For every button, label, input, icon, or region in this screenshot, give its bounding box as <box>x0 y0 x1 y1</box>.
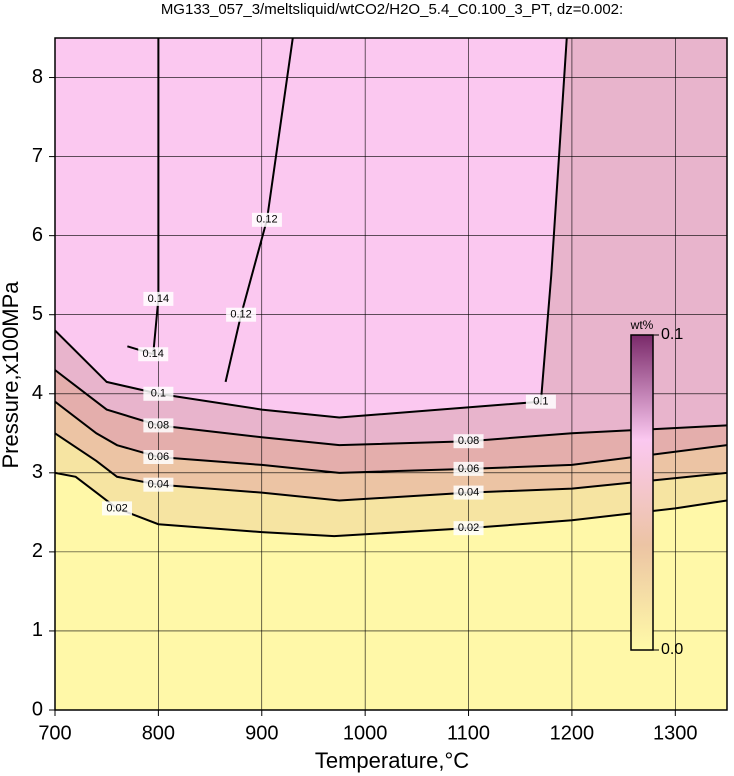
contour-label: 0.04 <box>148 479 169 491</box>
contour-label-bg <box>251 212 282 227</box>
x-tick-label: 800 <box>142 722 175 744</box>
contour-label: 0.06 <box>458 463 479 475</box>
contour-label-bg <box>453 434 484 449</box>
contour-label: 0.02 <box>106 502 127 514</box>
y-tick-label: 1 <box>32 619 43 641</box>
x-tick-label: 700 <box>38 722 71 744</box>
x-tick-label: 1200 <box>550 722 595 744</box>
y-tick-label: 5 <box>32 303 43 325</box>
contour-label: 0.1 <box>151 388 166 400</box>
y-tick-label: 7 <box>32 145 43 167</box>
y-tick-label: 8 <box>32 66 43 88</box>
contour-label: 0.12 <box>230 309 251 321</box>
contour-label-bg <box>143 386 174 401</box>
contour-line <box>55 369 727 447</box>
contour-label-bg <box>453 521 484 536</box>
x-tick-label: 1300 <box>653 722 698 744</box>
x-tick-label: 900 <box>245 722 278 744</box>
contour-line <box>55 432 727 502</box>
y-tick-label: 4 <box>32 382 43 404</box>
contour-label-bg <box>143 477 174 492</box>
contour-line <box>55 471 727 538</box>
chart-title: MG133_057_3/meltsliquid/wtCO2/H2O_5.4_C0… <box>161 1 623 18</box>
contour-line <box>55 38 568 419</box>
contour-label: 0.14 <box>143 348 164 360</box>
contour-line <box>55 400 727 474</box>
contour-fill <box>55 38 727 418</box>
contour-label-bg <box>143 418 174 433</box>
x-tick-label: 1000 <box>343 722 388 744</box>
y-tick-label: 0 <box>32 698 43 720</box>
contour-label: 0.02 <box>458 522 479 534</box>
y-tick-label: 6 <box>32 224 43 246</box>
contour-label: 0.08 <box>148 419 169 431</box>
plot-area: 0.02 0.02 0.04 0.04 0.06 0.06 0.08 0.08 0.1 0.1 0.… <box>55 38 727 710</box>
x-tick-label: 1100 <box>447 722 490 744</box>
contour-label: 0.04 <box>458 486 479 498</box>
contour-label-bg <box>453 485 484 500</box>
y-axis-label: Pressure,x100MPa <box>0 281 23 469</box>
y-tick-label: 3 <box>32 461 43 483</box>
y-tick-label: 2 <box>32 540 43 562</box>
colorbar <box>630 334 654 651</box>
contour-label: 0.1 <box>533 396 548 408</box>
colorbar-tick-label: 0.1 <box>661 326 683 343</box>
contour-label: 0.14 <box>148 293 169 305</box>
plot-frame <box>54 37 728 711</box>
contour-label-bg <box>525 394 556 409</box>
contour-label: 0.06 <box>148 451 169 463</box>
contour-label: 0.12 <box>256 214 277 226</box>
contour-label: 0.08 <box>458 435 479 447</box>
x-axis-label: Temperature,°C <box>315 748 469 773</box>
contour-label-bg <box>138 347 169 362</box>
contour-label-bg <box>102 501 133 516</box>
contour-label-bg <box>143 291 174 306</box>
contour-label-bg <box>226 307 257 322</box>
colorbar-label: wt% <box>630 318 654 332</box>
contour-line <box>224 38 294 383</box>
contour-label-bg <box>453 461 484 476</box>
contour-label-bg <box>143 450 174 465</box>
colorbar-tick-label: 0.0 <box>661 641 683 658</box>
